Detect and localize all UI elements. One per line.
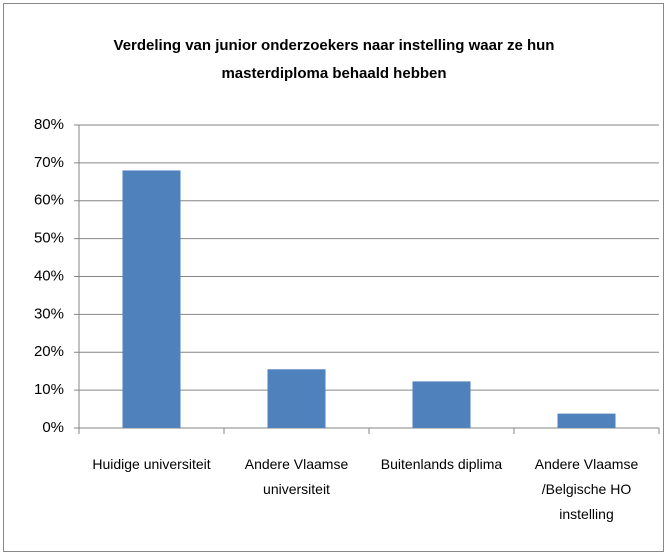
bar <box>412 381 471 428</box>
x-tick-label: Andere Vlaamse universiteit <box>244 456 349 497</box>
chart-border <box>3 3 664 552</box>
y-tick-label: 50% <box>34 230 64 247</box>
y-tick-label: 30% <box>34 305 64 322</box>
y-tick-label: 40% <box>34 267 64 284</box>
chart-title: Verdeling van junior onderzoekers naar i… <box>113 37 555 82</box>
bar <box>122 170 181 428</box>
x-tick-label: Andere Vlaamse /Belgische HO instelling <box>534 456 639 522</box>
y-tick-label: 70% <box>34 154 64 171</box>
bar <box>267 369 326 428</box>
bar <box>557 413 616 428</box>
x-tick-label: Buitenlands diplima <box>380 456 503 472</box>
y-tick-label: 0% <box>42 419 64 436</box>
y-tick-label: 10% <box>34 381 64 398</box>
x-tick-label: Huidige universiteit <box>92 456 211 472</box>
y-tick-label: 60% <box>34 192 64 209</box>
y-tick-label: 20% <box>34 343 64 360</box>
y-tick-label: 80% <box>34 116 64 133</box>
